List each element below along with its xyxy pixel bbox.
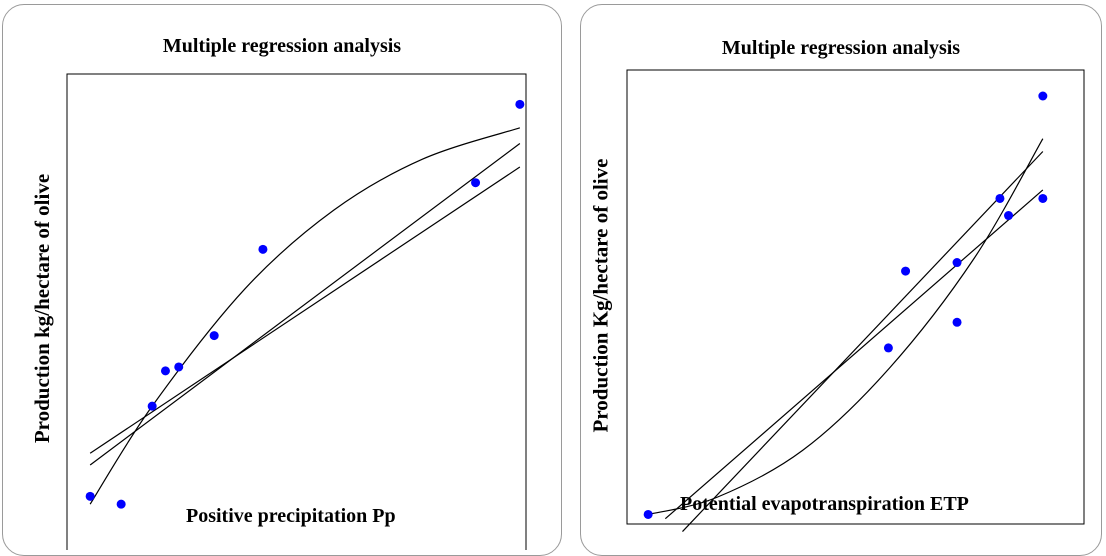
data-point [85,491,95,501]
data-point [901,266,911,276]
data-point [952,258,962,268]
data-point [116,499,126,509]
regression-line-linear-steep [89,143,521,466]
data-point [1004,211,1014,221]
data-point [515,99,525,109]
chart-title: Multiple regression analysis [721,37,961,59]
data-point [258,244,268,254]
plot-frame [626,69,1085,525]
left-chart-panel: Multiple regression analysis [2,4,562,556]
data-point [883,343,893,353]
data-point [1038,91,1048,101]
x-axis-label: Positive precipitation Pp [186,505,396,527]
regression-line-quadratic [648,138,1044,516]
data-point [643,509,653,519]
data-point [952,317,962,327]
data-point [147,401,157,411]
regression-line-quadratic [89,127,521,505]
regression-line-linear [89,166,521,454]
chart-title: Multiple regression analysis [162,35,402,57]
data-point [160,366,170,376]
data-point [174,362,184,372]
y-axis-label: Production kg/hectare of olive [29,173,54,443]
data-point [471,178,481,188]
regression-line-linear-steep [682,151,1044,532]
data-point [995,193,1005,203]
data-point [209,331,219,341]
y-axis-label: Production Kg/hectare of olive [588,158,613,432]
right-chart-panel: Multiple regression analysis [580,4,1102,556]
plot-frame [66,73,527,550]
data-point [1038,193,1048,203]
regression-line-linear [664,189,1044,520]
x-axis-label: Potential evapotranspiration ETP [680,493,969,515]
